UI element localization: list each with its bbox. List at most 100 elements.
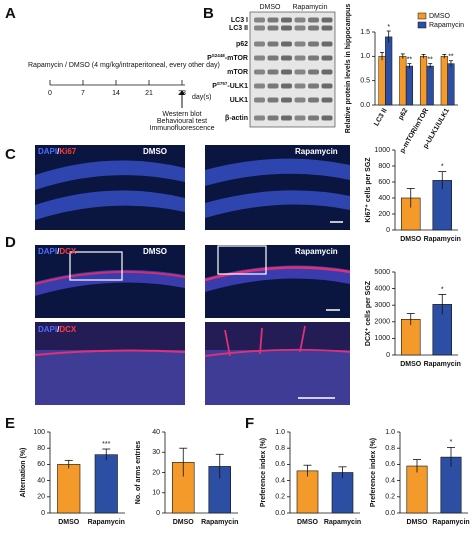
band-text: LC3 I bbox=[231, 17, 248, 24]
x-tick-label: DMSO bbox=[400, 236, 422, 243]
band bbox=[308, 115, 319, 121]
day-label: 7 bbox=[81, 90, 85, 97]
endpoint: Western blot bbox=[162, 111, 201, 118]
annotation: *** bbox=[102, 441, 110, 448]
band bbox=[294, 55, 306, 61]
stain-sep: / bbox=[57, 325, 60, 334]
band-label: LC3 II bbox=[229, 25, 248, 32]
x-tick-label: DMSO bbox=[173, 519, 195, 526]
band bbox=[294, 41, 306, 47]
band bbox=[308, 97, 319, 103]
day-label: 28 bbox=[178, 90, 186, 97]
endpoint: Immunofluorescence bbox=[150, 125, 215, 132]
band bbox=[281, 17, 292, 23]
image-c-rapa bbox=[205, 145, 350, 230]
band bbox=[281, 69, 292, 75]
band bbox=[281, 55, 292, 61]
band-text: mTOR bbox=[227, 69, 248, 76]
band bbox=[321, 115, 333, 121]
band bbox=[308, 25, 319, 31]
arrowhead bbox=[179, 90, 185, 95]
y-tick-label: 1.5 bbox=[360, 29, 370, 36]
band bbox=[254, 17, 265, 23]
legend-label: Rapamycin bbox=[429, 22, 464, 29]
band bbox=[254, 69, 265, 75]
band-label: ULK1 bbox=[230, 97, 248, 104]
blot-group: Rapamycin bbox=[292, 4, 327, 11]
tissue bbox=[35, 350, 185, 405]
band-label: PS757-ULK1 bbox=[212, 81, 248, 90]
band bbox=[321, 83, 333, 89]
annotation: * bbox=[441, 286, 444, 293]
y-tick-label: 1000 bbox=[374, 147, 390, 154]
y-tick-label: 0.6 bbox=[385, 461, 395, 468]
band bbox=[267, 83, 279, 89]
band bbox=[254, 83, 265, 89]
y-tick-label: 100 bbox=[33, 429, 45, 436]
band bbox=[267, 69, 279, 75]
band bbox=[267, 115, 279, 121]
band bbox=[294, 25, 306, 31]
band bbox=[254, 115, 265, 121]
annotation: ** bbox=[407, 56, 413, 63]
x-tick-label: Rapamycin bbox=[324, 519, 361, 526]
band-text: p62 bbox=[236, 41, 248, 48]
y-tick-label: 1.0 bbox=[385, 429, 395, 436]
band bbox=[308, 41, 319, 47]
legend-swatch bbox=[417, 21, 427, 29]
y-tick-label: 0.6 bbox=[275, 461, 285, 468]
y-tick-label: 0 bbox=[41, 510, 45, 517]
stain: DAPI bbox=[38, 247, 57, 256]
y-tick-label: 3000 bbox=[374, 302, 390, 309]
band bbox=[254, 97, 265, 103]
y-axis-label: Preference index (%) bbox=[260, 438, 267, 507]
panel-label: A bbox=[5, 5, 16, 22]
bar bbox=[94, 454, 118, 514]
y-axis-label: DCX⁺ cells per SGZ bbox=[365, 280, 372, 346]
blot bbox=[249, 11, 336, 128]
y-tick-label: 0.0 bbox=[360, 102, 370, 109]
y-tick-label: 40 bbox=[152, 429, 160, 436]
zoom-box bbox=[69, 251, 123, 281]
stain: DAPI bbox=[38, 147, 57, 156]
band-text: P bbox=[212, 83, 217, 90]
band bbox=[308, 55, 319, 61]
band bbox=[267, 55, 279, 61]
x-tick-label: LC3 II bbox=[373, 107, 389, 127]
y-tick-label: 40 bbox=[37, 477, 45, 484]
y-tick-label: 0.4 bbox=[275, 477, 285, 484]
band bbox=[281, 83, 292, 89]
legend-swatch bbox=[417, 12, 427, 20]
day-label: 21 bbox=[145, 90, 153, 97]
bar bbox=[426, 65, 434, 106]
y-tick-label: 80 bbox=[37, 445, 45, 452]
bar bbox=[399, 56, 407, 106]
group-label: DMSO bbox=[143, 247, 167, 256]
day-label: 0 bbox=[48, 90, 52, 97]
band bbox=[254, 55, 265, 61]
annotation: * bbox=[387, 24, 390, 31]
tissue bbox=[205, 158, 350, 218]
endpoint: Behavioural test bbox=[157, 118, 207, 125]
band bbox=[294, 83, 306, 89]
band bbox=[308, 17, 319, 23]
bar bbox=[57, 464, 81, 514]
zoom-box bbox=[217, 245, 267, 275]
band-text: β-actin bbox=[225, 115, 248, 122]
panel-label: C bbox=[5, 146, 16, 163]
y-tick-label: 1.0 bbox=[275, 429, 285, 436]
y-tick-label: 20 bbox=[152, 469, 160, 476]
band bbox=[294, 69, 306, 75]
y-tick-label: 0 bbox=[386, 227, 390, 234]
band-label: mTOR bbox=[227, 69, 248, 76]
x-tick-label: DMSO bbox=[58, 519, 80, 526]
stain: DCX bbox=[59, 247, 77, 256]
image-c-dmso bbox=[35, 145, 185, 230]
band bbox=[321, 55, 333, 61]
band-label: PS2448-mTOR bbox=[207, 53, 248, 62]
y-tick-label: 200 bbox=[378, 211, 390, 218]
y-tick-label: 0.8 bbox=[385, 445, 395, 452]
panel-label: B bbox=[203, 5, 214, 22]
tissue bbox=[205, 350, 350, 405]
